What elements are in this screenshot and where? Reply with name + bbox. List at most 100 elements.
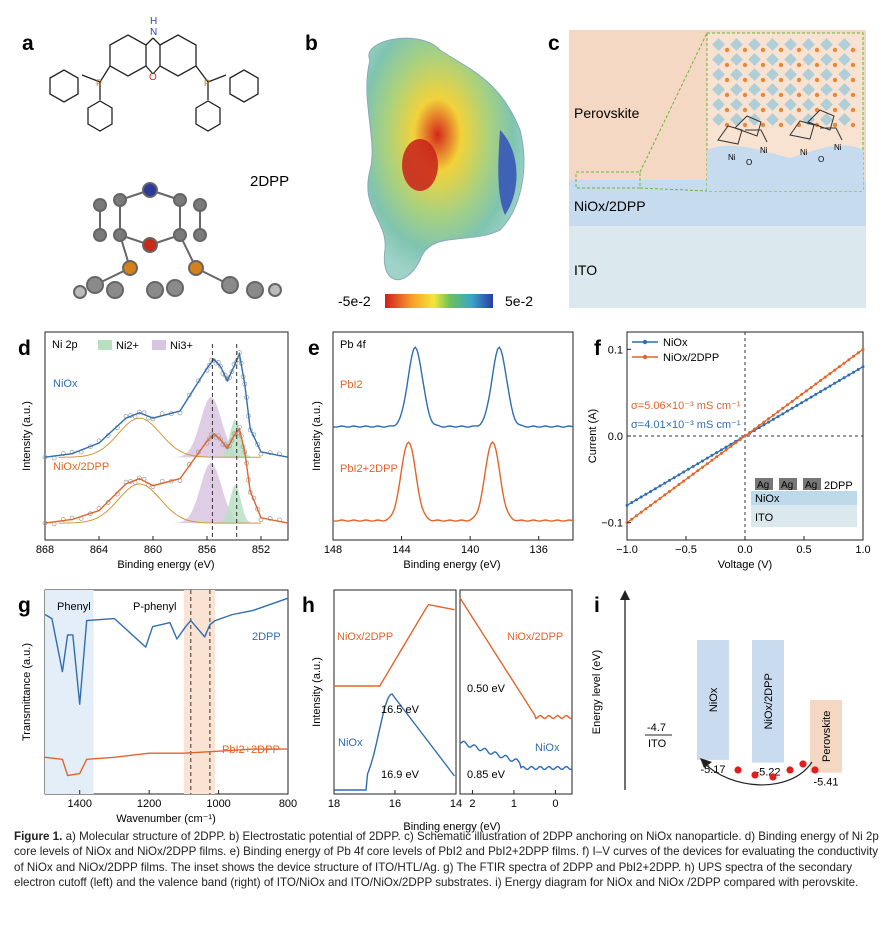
bar-label: NiOx/2DPP <box>763 673 775 729</box>
iv-point <box>710 458 714 462</box>
inset-ag-2: Ag <box>781 480 793 491</box>
tick-label: 1000 <box>206 798 230 810</box>
holes <box>734 760 819 781</box>
data-point <box>255 442 260 447</box>
tick-label: 14 <box>450 798 462 810</box>
inset-ag-1: Ag <box>757 480 769 491</box>
tick-label: 18 <box>328 798 340 810</box>
iv-point <box>785 403 789 407</box>
xlabel-d: Binding energy (eV) <box>117 559 214 571</box>
iv-point <box>738 437 742 441</box>
data-point <box>137 475 142 481</box>
layer-label-nio: NiOx/2DPP <box>574 198 646 214</box>
label-ni2p: Ni 2p <box>52 339 78 351</box>
tick-label: 1200 <box>137 798 161 810</box>
bar-label: Perovskite <box>821 711 833 762</box>
panel-letter-f: f <box>594 337 602 360</box>
xlabel-g: Wavenumber (cm⁻¹) <box>116 813 216 825</box>
colorbar-min: -5e-2 <box>338 293 371 309</box>
bar-label: NiOx <box>708 687 720 712</box>
lattice-cation <box>850 107 856 113</box>
trace-PbI2+2DPP <box>44 748 288 777</box>
iv-point <box>649 489 653 493</box>
tick-label: 1.0 <box>855 544 870 556</box>
envelope-NiOx/2DPP <box>44 427 289 524</box>
iv-point <box>630 517 634 521</box>
envelope-NiOx <box>44 351 289 458</box>
iv-point <box>658 496 662 500</box>
iv-point <box>795 396 799 400</box>
lattice-cation <box>832 122 838 128</box>
lattice-cation <box>742 77 748 83</box>
iv-point <box>630 501 634 505</box>
data-point <box>150 484 156 489</box>
ylabel-f: Current (A) <box>587 409 599 463</box>
ylabel-i: Energy level (eV) <box>591 650 603 734</box>
lattice-cation <box>778 47 784 53</box>
atom-o: O <box>149 72 157 83</box>
iv-point <box>809 395 813 399</box>
lattice-cation <box>850 122 856 128</box>
ni-label-1: Ni <box>728 153 736 162</box>
lattice-cation <box>778 77 784 83</box>
panel-letter-b: b <box>305 32 318 55</box>
ni-label-4: Ni <box>834 143 842 152</box>
tick-label: 1400 <box>67 798 91 810</box>
iv-point <box>663 493 667 497</box>
esp-red-region <box>402 139 438 191</box>
legend-ni3plus: Ni3+ <box>170 340 193 352</box>
iv-point <box>842 361 846 365</box>
panel-letter-h: h <box>302 594 315 617</box>
sigma-blue: σ=4.01×10⁻³ mS cm⁻¹ <box>631 419 741 431</box>
lattice-cation <box>814 107 820 113</box>
ylabel-h: Intensity (a.u.) <box>311 657 323 727</box>
panel-i: i Energy level (eV) -4.7 ITO NiOx-5.17Ni… <box>591 590 842 790</box>
iv-point <box>828 372 832 376</box>
lattice-cation <box>742 62 748 68</box>
energy-bar-Perovskite <box>810 700 842 773</box>
lattice-cation <box>850 92 856 98</box>
data-point <box>105 433 111 438</box>
plot-area-g <box>44 590 289 794</box>
iv-point <box>800 392 804 396</box>
plot-area-f <box>625 332 865 540</box>
iv-point <box>828 384 832 388</box>
iv-point <box>776 410 780 414</box>
tick-labels-g: 1400 1200 1000 800 <box>67 790 297 810</box>
level-label: -5.22 <box>755 767 780 779</box>
inset-ito: ITO <box>755 512 774 524</box>
iv-point <box>719 448 723 452</box>
panel-letter-i: i <box>594 594 600 617</box>
tick-label: 140 <box>461 544 479 556</box>
iv-point <box>734 441 738 445</box>
figure-caption: Figure 1. a) Molecular structure of 2DPP… <box>14 829 880 891</box>
h-value-0-85: 0.85 eV <box>467 769 506 781</box>
colorbar <box>385 294 493 308</box>
iv-point <box>771 417 775 421</box>
data-point <box>150 416 156 422</box>
xlabel-e: Binding energy (eV) <box>403 559 500 571</box>
iv-point <box>682 479 686 483</box>
panel-f: f NiOx NiOx/2DPP σ=5.06×10⁻³ mS cm⁻¹ σ=4… <box>587 331 871 571</box>
lattice-cation <box>832 92 838 98</box>
lattice-cation <box>742 47 748 53</box>
lattice-cation <box>832 47 838 53</box>
transfer-arrowhead <box>700 758 712 768</box>
lattice-cation <box>742 122 748 128</box>
lattice-cation <box>778 92 784 98</box>
tick-labels-h: 18 16 14 2 1 0 <box>328 790 558 810</box>
legend-swatch-ni2plus <box>98 340 112 350</box>
data-point <box>61 451 66 456</box>
lattice-cation <box>724 77 730 83</box>
iv-point <box>743 434 747 438</box>
xlabel-h: Binding energy (eV) <box>403 821 500 833</box>
lattice-cation <box>742 107 748 113</box>
iv-point <box>861 365 865 369</box>
iv-point <box>781 412 785 416</box>
nio-nanoparticle <box>707 145 863 191</box>
iv-point <box>715 455 719 459</box>
lattice-cation <box>760 47 766 53</box>
energy-bar-NiOx/2DPP <box>752 640 784 763</box>
iv-point <box>724 445 728 449</box>
